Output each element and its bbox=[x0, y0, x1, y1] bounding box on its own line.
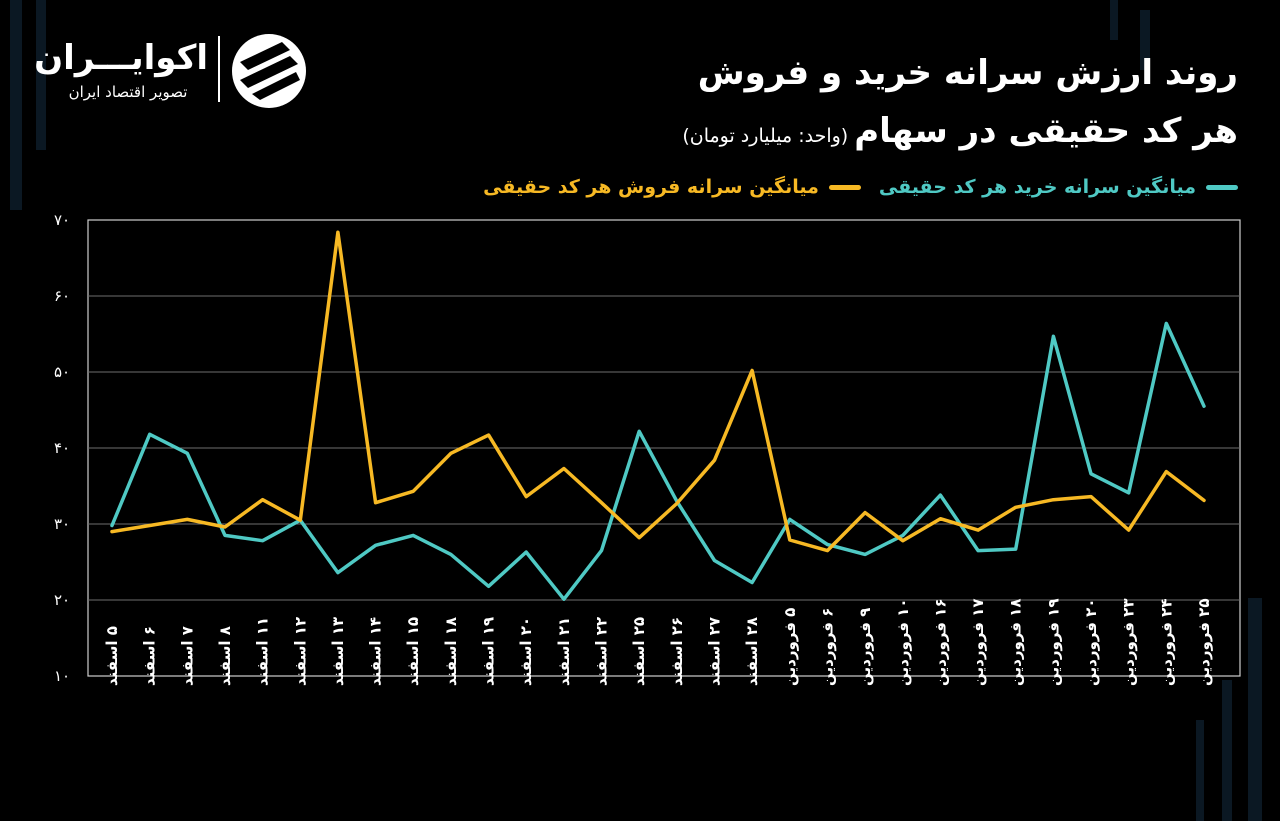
brand-separator bbox=[218, 36, 220, 102]
x-tick-label: ۹ فروردین bbox=[856, 608, 874, 686]
x-tick-label: ۲۳ فروردین bbox=[1120, 599, 1138, 686]
title-line-2-text: هر کد حقیقی در سهام bbox=[854, 111, 1238, 151]
x-tick-label: ۱۰ فروردین bbox=[894, 599, 912, 686]
legend-label-buy: میانگین سرانه خرید هر کد حقیقی bbox=[878, 176, 1196, 198]
x-tick-label: ۱۱ اسفند bbox=[254, 617, 272, 686]
y-tick-label: ۴۰ bbox=[54, 439, 70, 457]
x-tick-label: ۱۹ اسفند bbox=[480, 617, 498, 686]
y-tick-label: ۵۰ bbox=[54, 363, 70, 381]
x-tick-label: ۱۳ اسفند bbox=[329, 617, 347, 686]
chart-title: روند ارزش سرانه خرید و فروش هر کد حقیقی … bbox=[682, 44, 1238, 165]
y-tick-label: ۶۰ bbox=[54, 287, 70, 305]
y-tick-label: ۱۰ bbox=[54, 667, 70, 685]
legend-swatch-sell bbox=[828, 184, 861, 190]
x-tick-label: ۲۵ فروردین bbox=[1195, 599, 1213, 686]
x-tick-label: ۲۰ اسفند bbox=[517, 617, 535, 686]
x-tick-label: ۱۸ اسفند bbox=[442, 617, 460, 686]
x-tick-label: ۸ اسفند bbox=[216, 626, 234, 686]
unit-label: (واحد: میلیارد تومان) bbox=[682, 125, 849, 147]
x-tick-label: ۲۶ اسفند bbox=[668, 617, 686, 686]
x-tick-label: ۲۵ اسفند bbox=[630, 617, 648, 686]
x-tick-label: ۱۲ اسفند bbox=[291, 617, 309, 686]
x-tick-label: ۲۴ فروردین bbox=[1157, 599, 1175, 686]
x-tick-label: ۲۰ فروردین bbox=[1082, 599, 1100, 686]
title-line-2: هر کد حقیقی در سهام(واحد: میلیارد تومان) bbox=[682, 102, 1238, 165]
x-tick-label: ۱۴ اسفند bbox=[367, 617, 385, 686]
x-tick-label: ۱۷ فروردین bbox=[969, 599, 987, 686]
x-tick-label: ۲۱ اسفند bbox=[555, 617, 573, 686]
legend-label-sell: میانگین سرانه فروش هر کد حقیقی bbox=[483, 176, 819, 198]
x-tick-label: ۲۲ اسفند bbox=[593, 617, 611, 686]
y-tick-label: ۳۰ bbox=[54, 515, 70, 533]
x-tick-label: ۱۹ فروردین bbox=[1044, 599, 1062, 686]
ecoiran-logo-icon bbox=[232, 34, 306, 108]
chart-legend: میانگین سرانه خرید هر کد حقیقی میانگین س… bbox=[465, 176, 1238, 198]
x-tick-label: ۵ فروردین bbox=[781, 608, 799, 686]
x-tick-label: ۲۸ اسفند bbox=[743, 617, 761, 686]
legend-item-buy: میانگین سرانه خرید هر کد حقیقی bbox=[879, 176, 1238, 198]
x-tick-label: ۷ اسفند bbox=[178, 626, 196, 686]
y-tick-label: ۲۰ bbox=[54, 591, 70, 609]
x-tick-label: ۵ اسفند bbox=[103, 626, 121, 686]
x-tick-label: ۱۶ فروردین bbox=[931, 599, 949, 686]
legend-swatch-buy bbox=[1206, 184, 1238, 190]
series-line-sell bbox=[110, 230, 1206, 553]
x-tick-label: ۱۵ اسفند bbox=[404, 617, 422, 686]
series-line-buy bbox=[110, 321, 1206, 601]
x-tick-label: ۱۸ فروردین bbox=[1007, 599, 1025, 686]
x-tick-label: ۲۷ اسفند bbox=[705, 617, 723, 686]
brand-tagline: تصویر اقتصاد ایران bbox=[68, 83, 188, 101]
x-tick-label: ۶ فروردین bbox=[818, 608, 836, 686]
y-tick-label: ۷۰ bbox=[54, 211, 70, 229]
brand-name: اکوایـــران bbox=[34, 38, 208, 78]
title-line-1: روند ارزش سرانه خرید و فروش bbox=[697, 53, 1238, 93]
x-tick-label: ۶ اسفند bbox=[141, 626, 159, 686]
legend-item-sell: میانگین سرانه فروش هر کد حقیقی bbox=[483, 176, 861, 198]
